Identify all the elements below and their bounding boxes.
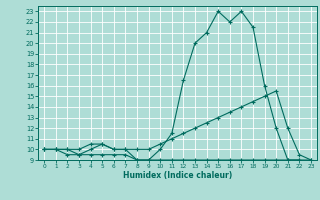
X-axis label: Humidex (Indice chaleur): Humidex (Indice chaleur) xyxy=(123,171,232,180)
